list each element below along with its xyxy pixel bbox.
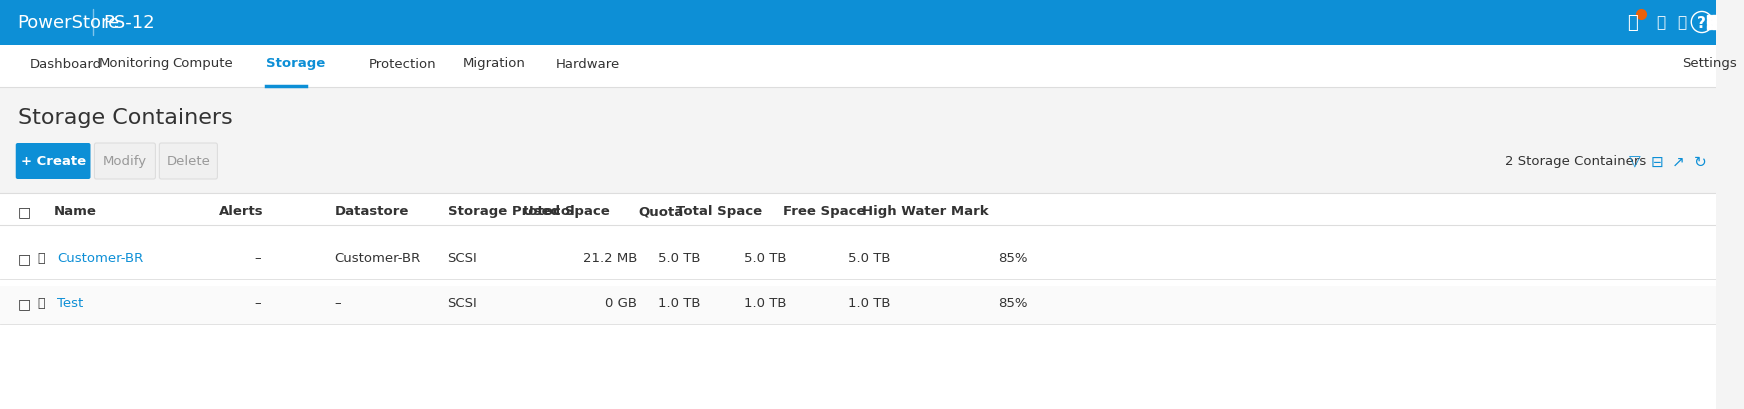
- Text: Test: Test: [58, 297, 84, 310]
- Bar: [0, 46, 1716, 88]
- Text: Modify: Modify: [103, 155, 146, 168]
- Text: Alerts: Alerts: [218, 205, 263, 218]
- Text: ↻: ↻: [1693, 154, 1706, 169]
- Bar: [0, 193, 1716, 409]
- Text: 5.0 TB: 5.0 TB: [848, 252, 889, 265]
- Bar: [0, 88, 1716, 409]
- Text: Storage: Storage: [265, 57, 324, 70]
- Text: –: –: [335, 297, 342, 310]
- Text: PS-12: PS-12: [103, 14, 155, 32]
- Text: 2 Storage Containers: 2 Storage Containers: [1505, 155, 1646, 168]
- Text: ⊟: ⊟: [1650, 154, 1664, 169]
- Text: –: –: [255, 297, 262, 310]
- Text: Quota: Quota: [638, 205, 684, 218]
- Text: Name: Name: [54, 205, 98, 218]
- Bar: [0, 0, 1716, 46]
- Text: Storage Containers: Storage Containers: [17, 108, 232, 128]
- Text: Hardware: Hardware: [556, 57, 621, 70]
- Text: Compute: Compute: [173, 57, 234, 70]
- Text: 1.0 TB: 1.0 TB: [848, 297, 889, 310]
- Text: Monitoring: Monitoring: [98, 57, 169, 70]
- Text: Customer-BR: Customer-BR: [335, 252, 420, 265]
- Text: Customer-BR: Customer-BR: [58, 252, 143, 265]
- Text: 🗃: 🗃: [37, 252, 45, 265]
- Text: Used Space: Used Space: [523, 205, 610, 218]
- FancyBboxPatch shape: [159, 144, 218, 180]
- Text: Total Space: Total Space: [677, 205, 762, 218]
- Text: ▽: ▽: [1629, 154, 1641, 169]
- Text: 5.0 TB: 5.0 TB: [745, 252, 787, 265]
- Text: Storage Protocol: Storage Protocol: [448, 205, 574, 218]
- Text: Migration: Migration: [462, 57, 525, 70]
- Text: Datastore: Datastore: [335, 205, 408, 218]
- Text: Free Space: Free Space: [783, 205, 865, 218]
- FancyBboxPatch shape: [16, 144, 91, 180]
- Text: Protection: Protection: [370, 57, 436, 70]
- Text: 🔔: 🔔: [1627, 14, 1638, 32]
- Bar: [0, 286, 1716, 324]
- Text: + Create: + Create: [21, 155, 85, 168]
- Text: 0 GB: 0 GB: [605, 297, 638, 310]
- Text: SCSI: SCSI: [448, 297, 478, 310]
- FancyBboxPatch shape: [94, 144, 155, 180]
- Text: □: □: [17, 296, 31, 310]
- Text: □: □: [17, 204, 31, 218]
- Text: 21.2 MB: 21.2 MB: [582, 252, 638, 265]
- Text: Dashboard: Dashboard: [30, 57, 101, 70]
- Bar: [0, 241, 1716, 279]
- Text: SCSI: SCSI: [448, 252, 478, 265]
- Text: Settings: Settings: [1683, 57, 1737, 70]
- Text: High Water Mark: High Water Mark: [862, 205, 989, 218]
- Text: 🗃: 🗃: [37, 297, 45, 310]
- Text: –: –: [255, 252, 262, 265]
- Text: PowerStore: PowerStore: [17, 14, 120, 32]
- Text: 1.0 TB: 1.0 TB: [657, 297, 701, 310]
- Text: 1.0 TB: 1.0 TB: [745, 297, 787, 310]
- Text: 5.0 TB: 5.0 TB: [657, 252, 701, 265]
- Text: 85%: 85%: [999, 297, 1027, 310]
- Text: Delete: Delete: [166, 155, 211, 168]
- Text: ?: ?: [1697, 16, 1706, 30]
- Text: 85%: 85%: [999, 252, 1027, 265]
- Text: 👤: 👤: [1678, 16, 1686, 30]
- Text: ↗: ↗: [1672, 154, 1685, 169]
- Text: 🗃: 🗃: [1657, 16, 1666, 30]
- Text: □: □: [17, 252, 31, 265]
